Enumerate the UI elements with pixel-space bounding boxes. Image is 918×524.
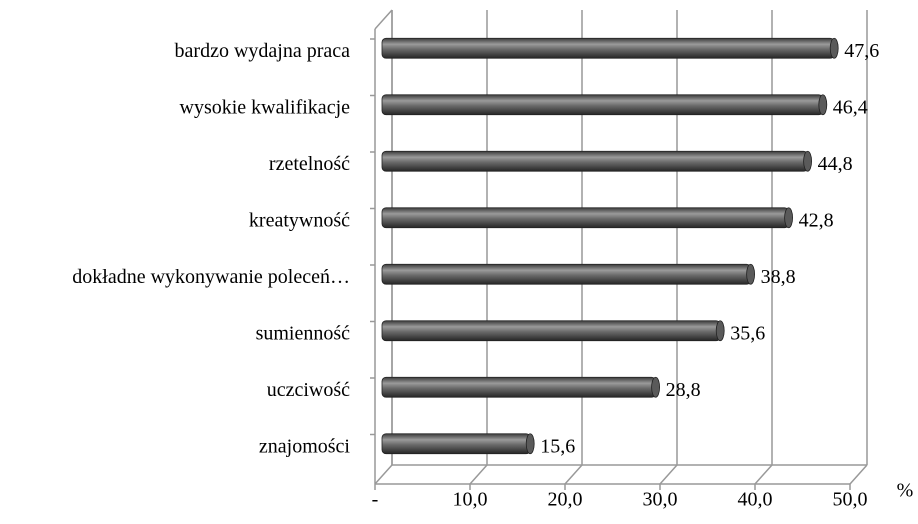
bar: [381, 94, 824, 116]
x-axis-label: %: [897, 480, 914, 502]
value-label: 15,6: [540, 435, 575, 457]
y-tick-label: rzetelność: [269, 153, 350, 175]
left-wall-top: [374, 9, 393, 30]
x-tick-label: 40,0: [738, 489, 773, 511]
y-tick-label: bardzo wydajna praca: [175, 40, 351, 62]
value-label: 44,8: [818, 153, 853, 175]
floor-grid-line: [469, 464, 488, 485]
bar: [381, 320, 721, 342]
bar-cap: [818, 94, 828, 116]
bar-cap: [651, 376, 660, 398]
value-label: 46,4: [833, 96, 868, 118]
x-tick-label: 50,0: [833, 489, 868, 511]
bar: [381, 263, 752, 285]
bar-cap: [803, 150, 812, 172]
bar: [381, 376, 657, 398]
floor-grid-line: [849, 464, 868, 485]
bar-cap: [784, 207, 793, 229]
bar: [381, 37, 835, 59]
bar: [381, 150, 809, 172]
bar-cap: [525, 433, 535, 455]
value-label: 35,6: [730, 322, 765, 344]
floor-grid-line: [374, 464, 393, 485]
bar: [381, 433, 531, 455]
y-tick-label: dokładne wykonywanie poleceń…: [72, 266, 350, 288]
x-tick-label: 10,0: [453, 489, 488, 511]
x-tick-label: 30,0: [643, 489, 678, 511]
bar-cap: [715, 320, 725, 342]
bar: [381, 207, 790, 229]
y-tick-label: sumienność: [256, 322, 351, 344]
value-label: 28,8: [666, 379, 701, 401]
y-tick-label: kreatywność: [249, 209, 350, 231]
value-label: 47,6: [844, 40, 879, 62]
value-label: 38,8: [761, 266, 796, 288]
floor-grid-line: [754, 464, 773, 485]
floor-grid-line: [659, 464, 678, 485]
y-tick-label: uczciwość: [267, 379, 350, 401]
x-tick-label: 20,0: [548, 489, 583, 511]
bar-cap: [746, 263, 755, 285]
floor-grid-line: [564, 464, 583, 485]
y-tick-label: znajomości: [259, 435, 351, 457]
y-tick-label: wysokie kwalifikacje: [180, 96, 351, 118]
value-label: 42,8: [799, 209, 834, 231]
bar-cap: [829, 37, 839, 59]
x-tick-label: -: [372, 489, 379, 511]
